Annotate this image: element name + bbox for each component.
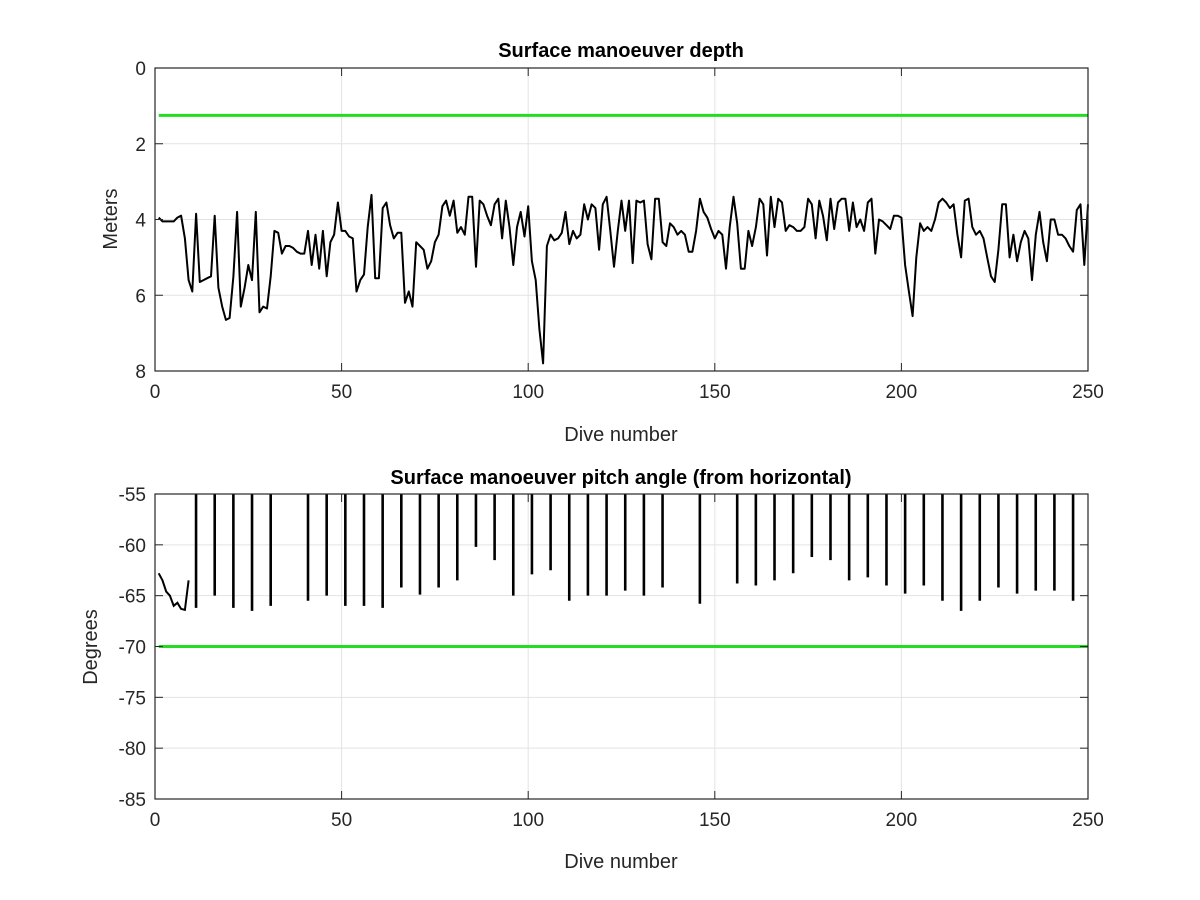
x-tick-label: 250: [1072, 382, 1104, 403]
depth-x-ticks: 0 50 100 150 200 250: [150, 68, 1104, 403]
pitch-series: [157, 494, 1075, 612]
depth-y-axis-label: Meters: [100, 188, 122, 249]
pitch-chart-title: Surface manoeuver pitch angle (from hori…: [390, 467, 851, 489]
y-tick-label: 2: [135, 135, 146, 156]
x-tick-label: 100: [512, 810, 544, 831]
y-tick-label: -85: [119, 790, 146, 811]
y-tick-label: -65: [119, 587, 146, 608]
x-tick-label: 200: [886, 810, 918, 831]
depth-axes: 0 50 100 150 200 250 0 2 4 6 8 Surface manoeuver …: [100, 40, 1104, 446]
pitch-y-axis-label: Degrees: [80, 609, 102, 685]
depth-y-ticks: 0 2 4 6 8: [135, 59, 1088, 383]
x-tick-label: 100: [512, 382, 544, 403]
x-tick-label: 0: [150, 810, 161, 831]
pitch-series-baseline: [157, 572, 190, 612]
x-tick-label: 0: [150, 382, 161, 403]
y-tick-label: -60: [119, 536, 146, 557]
x-tick-label: 250: [1072, 810, 1104, 831]
x-tick-label: 200: [886, 382, 918, 403]
y-tick-label: 4: [135, 211, 146, 232]
y-tick-label: -80: [119, 739, 146, 760]
depth-series-line: [157, 193, 1089, 365]
depth-x-axis-label: Dive number: [564, 424, 678, 446]
y-tick-label: 6: [135, 286, 146, 307]
pitch-x-ticks: 0 50 100 150 200 250: [150, 494, 1104, 831]
x-tick-label: 50: [331, 810, 352, 831]
x-tick-label: 50: [331, 382, 352, 403]
y-tick-label: -55: [119, 485, 146, 506]
pitch-x-axis-label: Dive number: [564, 851, 678, 873]
y-tick-label: -70: [119, 638, 146, 659]
pitch-axes: 0 50 100 150 200 250 -55 -60 -65 -70 -75 -80 -85 Su…: [80, 467, 1104, 873]
x-tick-label: 150: [699, 810, 731, 831]
pitch-y-ticks: -55 -60 -65 -70 -75 -80 -85: [119, 485, 1088, 811]
depth-series: [157, 193, 1089, 365]
y-tick-label: 8: [135, 362, 146, 383]
x-tick-label: 150: [699, 382, 731, 403]
y-tick-label: 0: [135, 59, 146, 80]
depth-chart-title: Surface manoeuver depth: [498, 40, 744, 62]
y-tick-label: -75: [119, 688, 146, 709]
